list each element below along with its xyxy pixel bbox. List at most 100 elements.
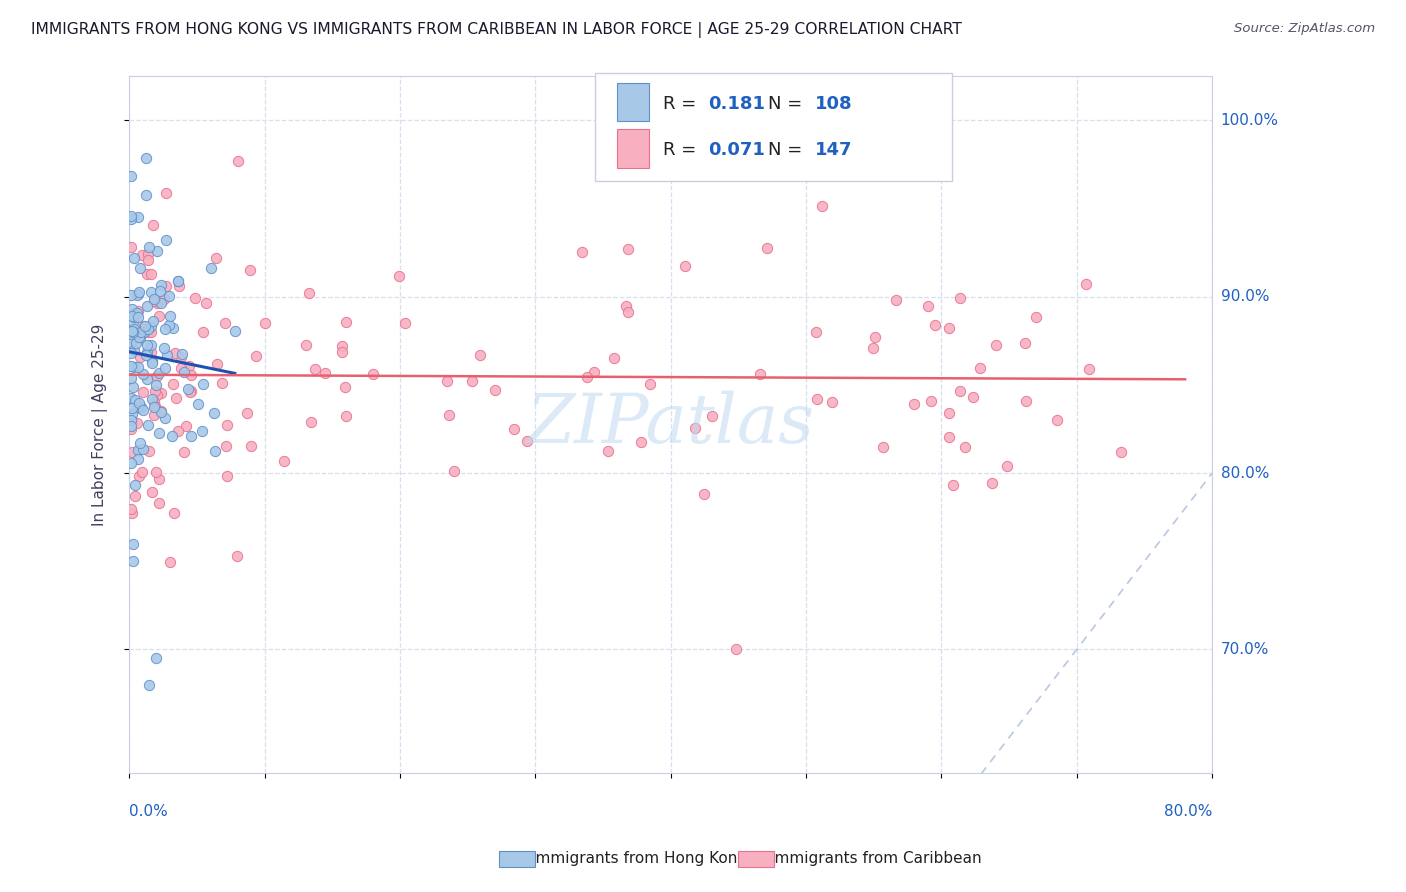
Point	[139, 267, 162, 281]
Text: 100.0%: 100.0%	[1220, 113, 1278, 128]
Point	[153, 411, 176, 425]
Point	[596, 443, 619, 458]
Point	[159, 289, 181, 303]
Point	[121, 301, 143, 316]
Point	[148, 366, 170, 380]
Point	[693, 487, 716, 501]
Point	[134, 318, 156, 333]
Point	[120, 211, 142, 226]
Point	[120, 413, 142, 427]
Point	[129, 261, 152, 276]
Point	[163, 506, 186, 520]
Point	[167, 274, 190, 288]
Point	[862, 341, 884, 355]
Point	[135, 344, 157, 359]
Point	[394, 316, 416, 330]
Point	[461, 374, 484, 388]
Point	[443, 464, 465, 478]
Point	[200, 260, 222, 275]
Point	[135, 348, 157, 362]
Point	[120, 457, 142, 471]
Point	[700, 409, 723, 423]
Point	[204, 444, 226, 458]
Point	[120, 210, 142, 224]
Point	[962, 390, 984, 404]
Point	[207, 357, 229, 371]
Point	[149, 296, 172, 310]
Point	[603, 351, 626, 366]
Point	[124, 251, 146, 265]
Point	[142, 218, 165, 232]
Point	[143, 384, 166, 398]
Point	[174, 419, 197, 434]
Text: R =: R =	[664, 141, 702, 159]
Point	[120, 359, 142, 373]
Point	[298, 285, 321, 300]
Point	[127, 416, 149, 430]
Point	[146, 296, 169, 310]
Point	[917, 299, 939, 313]
Point	[811, 199, 834, 213]
Point	[120, 287, 142, 301]
Point	[139, 338, 162, 352]
Point	[125, 335, 148, 350]
Point	[995, 458, 1018, 473]
Point	[148, 496, 170, 510]
Point	[121, 414, 143, 428]
Point	[150, 405, 173, 419]
Point	[124, 478, 146, 492]
Point	[938, 321, 960, 335]
Point	[134, 324, 156, 338]
Point	[1077, 362, 1099, 376]
Point	[166, 424, 188, 438]
Point	[515, 434, 537, 448]
Point	[886, 293, 908, 308]
Point	[953, 440, 976, 454]
Point	[186, 397, 208, 411]
Point	[155, 186, 177, 200]
Point	[172, 347, 194, 361]
Point	[191, 325, 214, 339]
Point	[129, 400, 152, 414]
Point	[120, 391, 142, 405]
Point	[138, 677, 160, 691]
Point	[630, 434, 652, 449]
Point	[920, 394, 942, 409]
Point	[576, 370, 599, 384]
Point	[134, 318, 156, 333]
Y-axis label: In Labor Force | Age 25-29: In Labor Force | Age 25-29	[93, 324, 108, 525]
Point	[127, 306, 149, 320]
Point	[176, 382, 198, 396]
Bar	[616, 129, 650, 168]
Point	[938, 430, 960, 444]
Point	[153, 361, 176, 376]
Point	[617, 305, 640, 319]
Point	[640, 377, 662, 392]
Point	[150, 277, 173, 292]
Text: IMMIGRANTS FROM HONG KONG VS IMMIGRANTS FROM CARIBBEAN IN LABOR FORCE | AGE 25-2: IMMIGRANTS FROM HONG KONG VS IMMIGRANTS …	[31, 22, 962, 38]
Point	[124, 489, 146, 503]
Point	[121, 445, 143, 459]
Point	[136, 338, 159, 352]
Text: 90.0%: 90.0%	[1220, 289, 1270, 304]
Point	[1046, 413, 1069, 427]
Text: 108: 108	[814, 95, 852, 112]
Point	[121, 315, 143, 329]
Point	[132, 385, 155, 400]
Point	[165, 345, 187, 359]
Point	[502, 422, 524, 436]
Point	[143, 408, 166, 422]
Point	[162, 321, 184, 335]
Point	[173, 365, 195, 379]
Point	[122, 554, 145, 568]
Point	[122, 536, 145, 550]
Point	[162, 376, 184, 391]
Point	[1109, 444, 1132, 458]
Point	[127, 310, 149, 324]
Point	[136, 246, 159, 260]
Point	[127, 442, 149, 457]
Point	[141, 354, 163, 368]
Point	[239, 263, 262, 277]
Point	[872, 440, 894, 454]
Point	[142, 395, 165, 409]
